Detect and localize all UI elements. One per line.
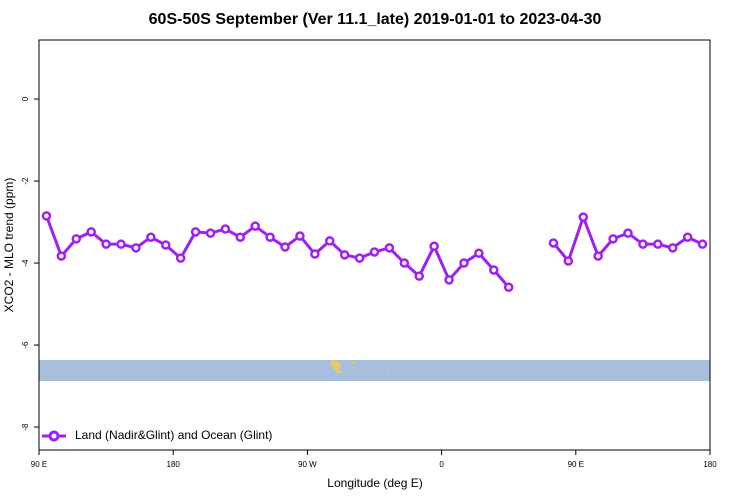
point [250,221,260,231]
point [623,228,633,238]
x-tick-label: 180 [703,460,717,469]
point [653,239,663,249]
legend-marker [48,430,60,442]
point [175,253,186,263]
point [86,227,96,237]
x-axis-label: Longitude (deg E) [327,476,422,490]
point [578,212,589,222]
plot: 90 E 180 90 W 0 90 E 180 0 -2 -4 -6 -8 [21,96,717,469]
point [667,243,678,253]
x-tick-label: 90 W [298,460,317,469]
map-strip [39,360,710,381]
point [503,282,514,292]
point [339,250,350,260]
point [593,251,603,261]
ocean-strip [39,360,710,381]
point [354,253,365,263]
point [265,232,275,242]
y-tick-label: -8 [21,423,30,431]
point [220,224,231,234]
point [310,249,320,259]
point [682,232,693,242]
point [280,242,290,252]
point [474,248,484,258]
point [697,239,708,249]
x-tick-label: 90 E [568,460,584,469]
point [444,275,454,285]
point [131,243,141,253]
y-axis-label: XCO2 - MLO trend (ppm) [2,178,16,313]
x-tick-label: 90 E [31,460,47,469]
point [235,232,246,242]
point [399,258,410,268]
point [414,271,424,281]
point [190,227,201,237]
point [56,251,67,261]
point [369,247,380,257]
point [429,241,439,251]
y-tick-label: -4 [21,259,30,267]
y-tick-label: -2 [21,177,30,185]
point [205,228,216,238]
x-tick-label: 0 [439,460,444,469]
point [384,243,395,253]
point [608,234,618,244]
point [638,239,648,249]
point [116,239,126,249]
y-tick-label: 0 [21,96,30,101]
y-tick-label: -6 [21,341,30,349]
point [41,211,52,221]
point [71,234,82,244]
land-patch [331,360,344,373]
legend: Land (Nadir&Glint) and Ocean (Glint) [42,428,272,442]
x-tick-label: 180 [167,460,181,469]
point [146,232,156,242]
land-patch [352,362,355,364]
chart-title: 60S-50S September (Ver 11.1_late) 2019-0… [149,11,602,28]
plot-frame [38,39,711,451]
land-patch [387,369,389,371]
point [459,258,469,268]
point [548,238,559,248]
point [563,256,574,266]
point [160,240,171,250]
point [489,265,499,275]
point [325,236,335,246]
point [101,239,111,249]
point [295,231,305,241]
legend-label: Land (Nadir&Glint) and Ocean (Glint) [75,428,272,442]
